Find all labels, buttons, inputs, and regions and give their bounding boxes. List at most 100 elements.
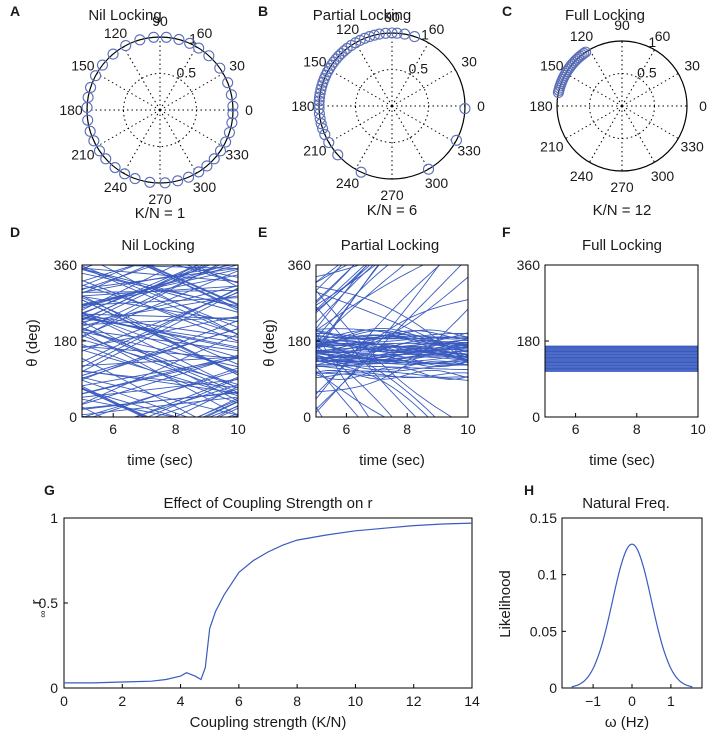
plot-frame bbox=[63, 517, 473, 689]
trajectory-line bbox=[82, 379, 189, 417]
angle-tick-label: 300 bbox=[193, 179, 217, 195]
panel-caption-c: K/N = 12 bbox=[593, 202, 652, 219]
trajectory-line bbox=[82, 398, 177, 417]
trajectory-line bbox=[174, 386, 238, 417]
oscillator-point bbox=[220, 136, 232, 148]
y-tick-label: 180 bbox=[54, 333, 78, 349]
angle-tick-label: 180 bbox=[59, 102, 83, 118]
angle-tick-label: 30 bbox=[461, 54, 477, 70]
oscillator-point bbox=[355, 166, 367, 178]
oscillator-point bbox=[368, 29, 380, 41]
angle-tick-label: 330 bbox=[457, 143, 481, 159]
oscillator-point bbox=[323, 136, 335, 149]
angle-tick-label: 180 bbox=[291, 98, 315, 114]
trajectory-line bbox=[316, 328, 468, 338]
x-tick-label: 10 bbox=[230, 421, 246, 437]
polar-ring bbox=[123, 73, 197, 147]
polar-spoke bbox=[565, 73, 623, 107]
x-axis-label-e: time (sec) bbox=[359, 452, 425, 469]
trajectory-line bbox=[202, 401, 238, 417]
panel-c: C Full Locking 9060300330300270240210180… bbox=[502, 3, 707, 219]
x-tick-label: 6 bbox=[109, 421, 117, 437]
trajectory-line bbox=[316, 265, 355, 304]
trajectory-line bbox=[142, 265, 238, 309]
trajectory-line bbox=[82, 292, 238, 352]
polar-spoke bbox=[123, 109, 161, 174]
y-tick-label: 360 bbox=[54, 257, 78, 273]
y-axis-label-e: θ (deg) bbox=[261, 319, 278, 367]
trajectory-line bbox=[316, 342, 468, 351]
oscillator-point bbox=[399, 28, 411, 40]
trajectory-line bbox=[82, 339, 238, 385]
trajectory-lines bbox=[316, 265, 468, 417]
angle-tick-label: 330 bbox=[225, 147, 249, 163]
oscillator-point bbox=[173, 33, 185, 46]
oscillator-point bbox=[315, 84, 327, 96]
panel-letter-h: H bbox=[524, 482, 534, 498]
panel-title-f: Full Locking bbox=[582, 237, 662, 254]
panel-letter-g: G bbox=[44, 482, 55, 498]
panel-title-d: Nil Locking bbox=[121, 237, 194, 254]
panel-title-b: Partial Locking bbox=[313, 7, 411, 24]
angle-tick-label: 60 bbox=[655, 28, 671, 44]
radius-tick-label: 0.5 bbox=[637, 64, 657, 80]
trajectory-line bbox=[82, 343, 238, 404]
panel-letter-c: C bbox=[502, 3, 512, 19]
y-tick-label: 0 bbox=[549, 680, 557, 696]
oscillator-point bbox=[226, 117, 238, 129]
oscillator-point bbox=[193, 42, 205, 54]
oscillator-point bbox=[325, 59, 338, 71]
trajectory-line bbox=[316, 341, 468, 355]
oscillator-point bbox=[172, 175, 184, 187]
angle-tick-label: 210 bbox=[303, 143, 327, 159]
trajectory-line bbox=[316, 265, 425, 331]
oscillator-point bbox=[225, 89, 237, 101]
trajectory-line bbox=[82, 267, 238, 283]
polar-spoke bbox=[159, 46, 197, 111]
trajectory-line bbox=[316, 265, 355, 302]
y-tick-label: 0 bbox=[69, 409, 77, 425]
trajectory-line bbox=[82, 295, 238, 323]
trajectory-line bbox=[185, 265, 238, 284]
angle-tick-label: 270 bbox=[380, 187, 404, 203]
oscillator-point bbox=[193, 166, 205, 178]
panel-letter-d: D bbox=[10, 224, 20, 240]
trajectory-line bbox=[316, 265, 441, 400]
panel-e: E Partial Locking 6 8 10 0 180 360 time (sec)… bbox=[258, 224, 476, 469]
trajectory-line bbox=[316, 291, 468, 357]
panel-title-c: Full Locking bbox=[565, 7, 645, 24]
trajectory-line bbox=[82, 265, 157, 291]
panel-title-a: Nil Locking bbox=[88, 7, 161, 24]
x-tick-label: 2 bbox=[118, 693, 126, 709]
y-tick-label: 360 bbox=[288, 257, 312, 273]
oscillator-point bbox=[144, 176, 156, 188]
angle-tick-label: 150 bbox=[71, 58, 95, 74]
x-tick-label: 8 bbox=[172, 421, 180, 437]
oscillator-point bbox=[227, 108, 239, 120]
trajectory-line bbox=[82, 313, 238, 319]
oscillator-point bbox=[148, 31, 160, 43]
y-tick-label: 1 bbox=[50, 510, 58, 526]
oscillator-point bbox=[222, 77, 234, 89]
oscillator-point bbox=[129, 173, 141, 185]
trajectory-line bbox=[208, 405, 238, 417]
panel-title-h: Natural Freq. bbox=[582, 495, 670, 512]
trajectory-line bbox=[316, 359, 468, 365]
trajectory-line bbox=[316, 342, 468, 355]
x-tick-label: 1 bbox=[667, 693, 675, 709]
trajectory-line bbox=[82, 391, 238, 410]
angle-tick-label: 240 bbox=[336, 175, 360, 191]
polar-spoke bbox=[159, 109, 197, 174]
angle-tick-label: 0 bbox=[245, 102, 253, 118]
polar-spoke bbox=[621, 105, 679, 139]
trajectory-line bbox=[82, 370, 238, 417]
oscillator-point bbox=[184, 37, 196, 49]
y-tick-label: 0.1 bbox=[538, 567, 558, 583]
plot-frame bbox=[544, 264, 699, 418]
oscillator-point bbox=[96, 59, 109, 71]
angle-tick-label: 240 bbox=[104, 179, 128, 195]
polar-spoke bbox=[355, 42, 393, 107]
y-axis-label-d: θ (deg) bbox=[24, 319, 41, 367]
